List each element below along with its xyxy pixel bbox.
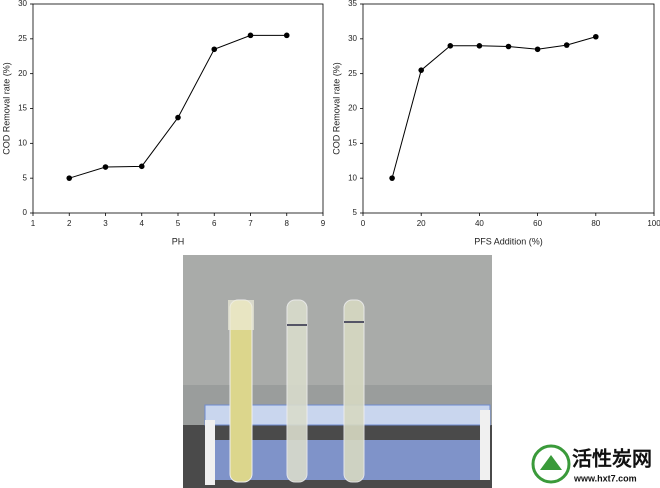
y-tick-label: 10 [348, 173, 357, 182]
data-line [391, 36, 596, 179]
x-tick-label: 1 [31, 219, 36, 228]
data-point [447, 43, 454, 49]
data-point [66, 175, 73, 181]
x-tick-label: 60 [533, 219, 542, 228]
x-tick-label: 100 [647, 219, 660, 228]
y-tick-label: 25 [18, 34, 27, 43]
x-tick-label: 2 [67, 219, 72, 228]
data-point [389, 175, 395, 181]
data-point [175, 114, 181, 121]
data-point [102, 164, 109, 170]
data-point [418, 67, 425, 73]
x-tick-label: 40 [475, 219, 484, 228]
y-tick-label: 30 [348, 34, 357, 43]
watermark-logo-icon [540, 455, 562, 470]
data-point [593, 33, 599, 40]
y-tick-label: 20 [348, 104, 357, 113]
data-point [247, 32, 254, 39]
y-axis-label: COD Removal rate (%) [1, 62, 11, 155]
watermark-title: 活性炭网 [572, 447, 652, 470]
photo-tube-clear [286, 299, 308, 483]
data-point [283, 32, 290, 39]
y-tick-label: 35 [348, 0, 357, 8]
x-axis-label: PFS Addition (%) [474, 236, 543, 246]
x-tick-label: 9 [321, 219, 326, 228]
photo-tube-top [228, 300, 254, 330]
y-tick-label: 30 [18, 0, 27, 8]
photo-rack-leg [205, 420, 215, 485]
y-tick-label: 15 [348, 138, 357, 147]
x-tick-label: 8 [285, 219, 290, 228]
watermark-url: www.hxt7.com [573, 473, 637, 483]
y-tick-label: 20 [18, 69, 27, 78]
data-point [211, 46, 218, 53]
y-axis-label: COD Removal rate (%) [331, 62, 341, 155]
x-axis-label: PH [172, 236, 185, 246]
data-point [476, 43, 483, 49]
y-tick-label: 5 [23, 173, 28, 182]
x-tick-label: 0 [361, 219, 366, 228]
photo-rack-leg [480, 410, 490, 480]
x-tick-label: 5 [176, 219, 181, 228]
data-point [505, 43, 512, 50]
x-tick-label: 6 [212, 219, 217, 228]
x-tick-label: 7 [248, 219, 253, 228]
data-point [138, 163, 145, 170]
watermark: 活性炭网 www.hxt7.com [531, 444, 652, 484]
data-line [69, 34, 287, 179]
x-tick-label: 20 [417, 219, 426, 228]
photo [183, 255, 492, 488]
data-point [534, 46, 541, 53]
plot-frame [362, 3, 655, 214]
y-tick-label: 10 [18, 138, 27, 147]
x-tick-label: 4 [140, 219, 145, 228]
y-tick-label: 0 [23, 208, 28, 217]
photo-tube-clear [343, 299, 365, 483]
x-tick-label: 80 [591, 219, 600, 228]
y-tick-label: 25 [348, 69, 357, 78]
x-tick-label: 3 [103, 219, 108, 228]
y-tick-label: 5 [353, 208, 358, 217]
data-point [563, 42, 570, 48]
y-tick-label: 15 [18, 104, 27, 113]
